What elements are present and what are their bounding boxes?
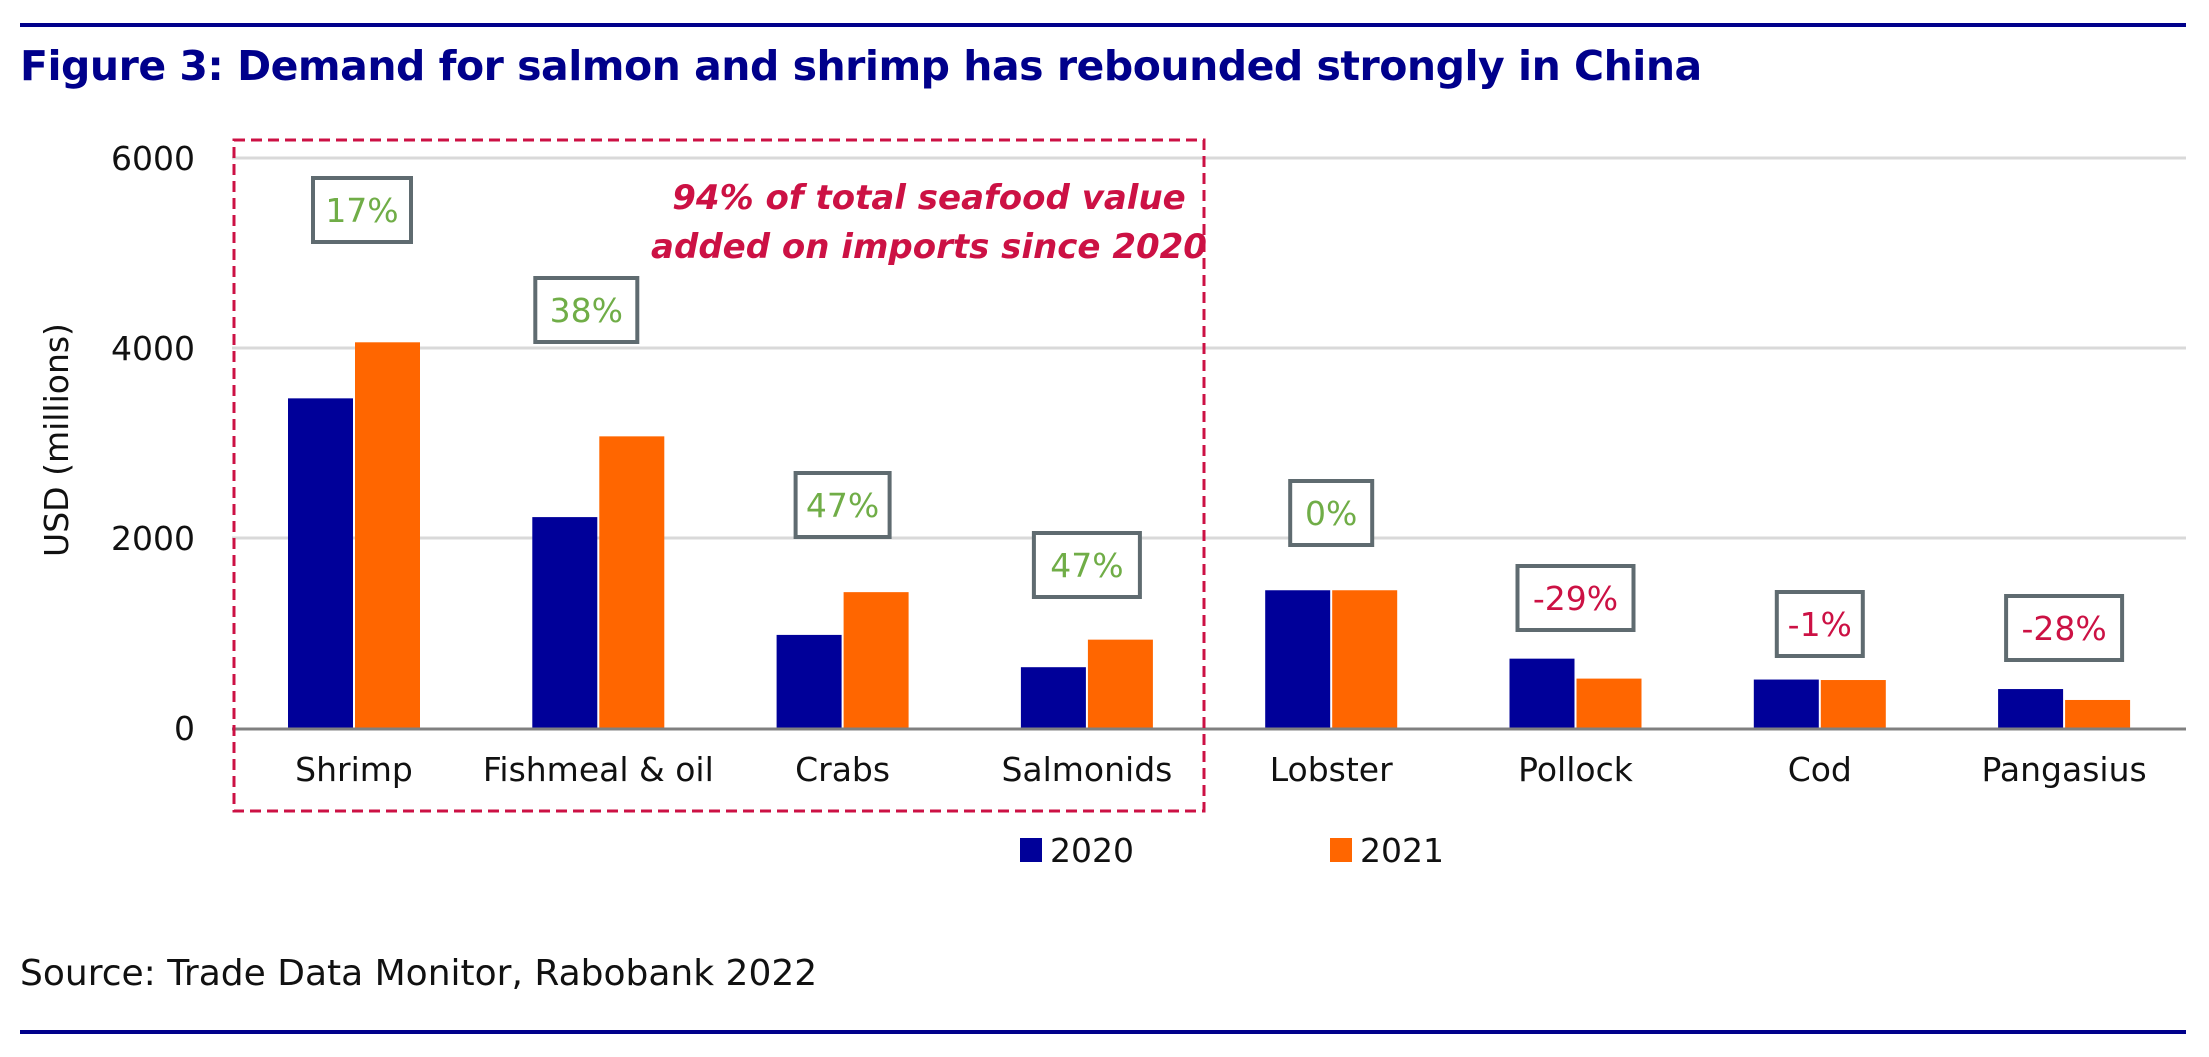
bar-2020-5	[1265, 590, 1331, 728]
bar-2021-6	[1576, 678, 1642, 728]
change-label-text: 47%	[1050, 546, 1123, 585]
legend: 2020 2021	[1020, 831, 1444, 870]
bar-2020-6	[1509, 658, 1575, 728]
category-label: Shrimp	[295, 750, 413, 789]
change-label-border	[1288, 479, 1375, 547]
category-label: Pangasius	[1981, 750, 2146, 789]
bar-2020-4	[1020, 667, 1086, 728]
legend-swatch	[1020, 838, 1042, 862]
bar-2021-1	[355, 342, 420, 728]
source-note: Source: Trade Data Monitor, Rabobank 202…	[20, 953, 818, 994]
change-label-border	[1774, 590, 1865, 658]
top-rule	[20, 23, 2186, 27]
category-label: Crabs	[795, 750, 890, 789]
x-axis-ticks: Shrimp Fishmeal & oil Crabs Salmonids Lobste…	[295, 750, 2147, 789]
legend-swatch	[1330, 838, 1352, 862]
change-label-text: -29%	[1533, 579, 1618, 618]
annotation-line-1: 94% of total seafood value	[672, 178, 1185, 218]
change-label-border	[1515, 564, 1636, 632]
legend-item-2020: 2020	[1020, 831, 1134, 870]
category-label: Pollock	[1518, 750, 1634, 789]
gridlines	[232, 156, 2186, 540]
change-label-border	[793, 471, 892, 539]
change-label-text: 38%	[550, 291, 623, 330]
legend-label: 2021	[1360, 831, 1444, 870]
bar-2021-8	[2065, 699, 2131, 728]
category-label: Lobster	[1270, 750, 1393, 789]
legend-item-2021: 2021	[1330, 831, 1444, 870]
bar-2020-2	[532, 517, 598, 728]
change-labels: 17% 38% 47% 47% 0% -29% -1% -28%	[311, 176, 2125, 662]
bar-chart: 0 2000 4000 6000 USD (millions) Shrimp Fishm…	[37, 138, 2186, 870]
annotation-line-2: added on imports since 2020	[651, 227, 1207, 267]
change-label-text: 47%	[806, 486, 879, 525]
bar-2020-8	[1998, 689, 2064, 728]
change-label-box: 17%	[311, 176, 413, 244]
bar-2020-3	[776, 634, 842, 728]
y-tick-label: 0	[174, 709, 195, 748]
bottom-rule	[20, 1030, 2186, 1034]
chart-title: Figure 3: Demand for salmon and shrimp h…	[20, 42, 1702, 90]
change-label-text: -28%	[2021, 609, 2106, 648]
change-label-box: -1%	[1774, 590, 1865, 658]
change-label-text: -1%	[1788, 605, 1852, 644]
category-label: Salmonids	[1001, 750, 1172, 789]
change-label-border	[2004, 594, 2125, 662]
category-label: Fishmeal & oil	[483, 750, 714, 789]
change-label-text: 17%	[325, 191, 398, 230]
change-label-box: 38%	[533, 276, 640, 344]
bar-2021-5	[1332, 590, 1398, 728]
change-label-box: 47%	[793, 471, 892, 539]
change-label-border	[533, 276, 640, 344]
y-axis-ticks: 0 2000 4000 6000	[111, 139, 195, 748]
change-label-border	[311, 176, 413, 244]
y-tick-label: 6000	[111, 139, 195, 178]
bar-2020-1	[288, 398, 353, 728]
bar-2021-2	[599, 436, 665, 728]
y-tick-label: 2000	[111, 519, 195, 558]
y-axis-label: USD (millions)	[37, 323, 76, 557]
bars	[288, 342, 2131, 728]
bar-2021-3	[843, 592, 909, 728]
legend-label: 2020	[1050, 831, 1134, 870]
change-label-text: 0%	[1305, 494, 1357, 533]
change-label-box: 47%	[1031, 531, 1142, 599]
highlight-box	[232, 138, 1206, 813]
change-label-box: 0%	[1288, 479, 1375, 547]
bar-2020-7	[1753, 679, 1819, 728]
change-label-box: -29%	[1515, 564, 1636, 632]
bar-2021-7	[1820, 680, 1886, 728]
change-label-box: -28%	[2004, 594, 2125, 662]
category-label: Cod	[1788, 750, 1852, 789]
change-label-border	[1031, 531, 1142, 599]
y-tick-label: 4000	[111, 329, 195, 368]
bar-2021-4	[1087, 639, 1153, 728]
